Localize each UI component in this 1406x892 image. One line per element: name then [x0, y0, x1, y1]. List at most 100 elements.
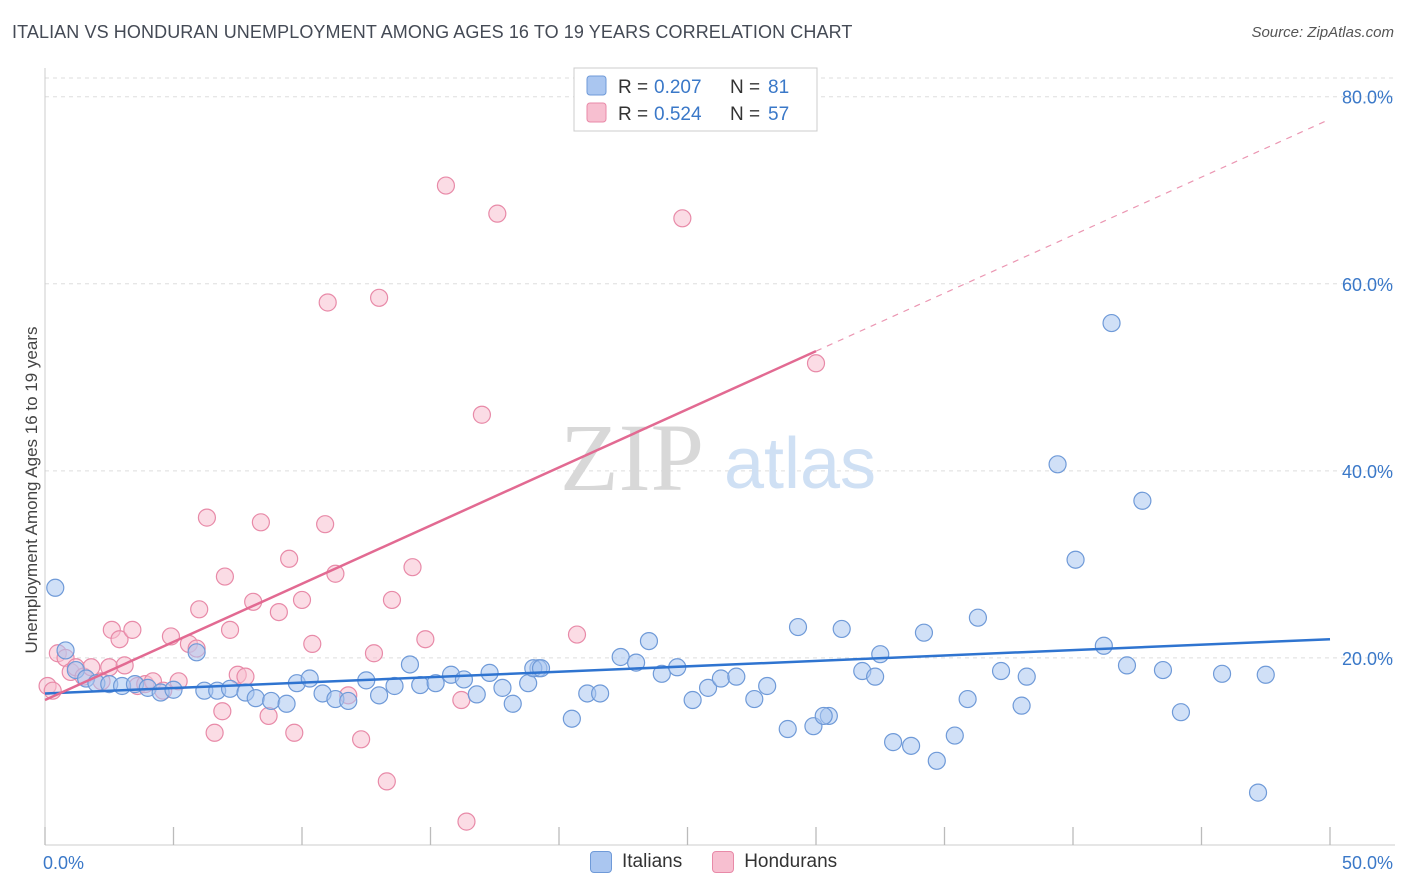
- italian-point: [1117, 656, 1137, 675]
- legend-n-label-2: N =: [730, 104, 765, 125]
- legend-label-hondurans: Hondurans: [744, 851, 838, 872]
- italian-point: [454, 670, 474, 689]
- source-note: Source: ZipAtlas.com: [1251, 24, 1394, 41]
- bottom-legend: Italians Hondurans: [590, 851, 867, 873]
- italian-point: [832, 619, 851, 639]
- italian-point: [1048, 455, 1067, 474]
- honduran-point: [205, 723, 224, 742]
- legend-item-hondurans[interactable]: Hondurans: [712, 851, 837, 873]
- legend-swatch-hondurans-bottom: [712, 851, 735, 873]
- honduran-point: [673, 209, 692, 228]
- chart-title: ITALIAN VS HONDURAN UNEMPLOYMENT AMONG A…: [12, 22, 853, 42]
- honduran-point: [215, 567, 234, 586]
- italian-point: [164, 680, 183, 699]
- x-tick-label-max: 50.0%: [1342, 853, 1393, 873]
- italian-point: [958, 689, 977, 709]
- italian-point: [778, 719, 797, 739]
- italian-point: [1017, 667, 1036, 686]
- italian-point: [591, 684, 610, 703]
- honduran-point: [123, 620, 142, 639]
- honduran-point: [403, 558, 422, 577]
- honduran-point: [457, 812, 476, 831]
- honduran-point: [285, 723, 304, 742]
- honduran-point: [318, 293, 337, 312]
- italian-point: [626, 653, 646, 672]
- italian-point: [1012, 696, 1031, 715]
- italian-point: [727, 667, 746, 686]
- italian-point: [246, 689, 265, 708]
- italian-point: [866, 667, 885, 686]
- legend-n-label-1: N =: [730, 77, 765, 98]
- italian-point: [883, 733, 903, 752]
- honduran-point: [567, 625, 587, 644]
- italian-point: [339, 691, 358, 711]
- honduran-point: [213, 702, 232, 721]
- honduran-point: [806, 354, 826, 373]
- honduran-point: [259, 706, 278, 726]
- honduran-point: [236, 667, 255, 686]
- gridlines: [45, 77, 1395, 659]
- italian-point: [467, 685, 486, 704]
- legend-swatch-italians: [586, 75, 607, 96]
- italian-point: [562, 709, 581, 728]
- italians-points: [46, 313, 1275, 802]
- honduran-point: [364, 644, 384, 663]
- italian-point: [871, 645, 890, 664]
- italian-point: [56, 641, 75, 660]
- italian-point: [1066, 550, 1085, 569]
- honduran-point: [436, 176, 456, 195]
- honduran-point: [352, 730, 371, 749]
- italian-point: [493, 678, 512, 697]
- honduran-point: [370, 288, 389, 307]
- honduran-point: [377, 772, 396, 791]
- honduran-point: [110, 630, 129, 649]
- italian-point: [1248, 783, 1268, 802]
- x-tick-label-min: 0.0%: [43, 853, 84, 873]
- honduran-point: [472, 405, 491, 424]
- honduran-point: [416, 630, 435, 649]
- top-legend-box: [573, 67, 818, 132]
- hondurans-points: [38, 176, 826, 831]
- italian-point: [480, 663, 499, 682]
- honduran-point: [316, 515, 335, 534]
- legend-swatch-italians-bottom: [590, 851, 612, 873]
- italian-point: [531, 659, 551, 678]
- italian-point: [639, 631, 659, 651]
- axes: [44, 68, 1395, 846]
- honduran-point: [303, 634, 322, 653]
- hondurans-trend-extension: [815, 118, 1331, 352]
- italian-point: [1133, 491, 1152, 510]
- italians-trend-line: [44, 637, 1331, 695]
- italian-point: [788, 617, 808, 637]
- italian-point: [262, 691, 281, 711]
- top-legend: R = 0.207 N = 81 R = 0.524 N = 57: [573, 67, 818, 132]
- italian-point: [300, 669, 319, 688]
- legend-r-label-1: R =: [618, 77, 653, 98]
- legend-item-italians[interactable]: Italians: [590, 851, 682, 873]
- legend-swatch-hondurans: [586, 102, 607, 123]
- italian-point: [745, 689, 764, 709]
- hondurans-trend-line: [44, 349, 817, 702]
- honduran-point: [488, 204, 507, 223]
- italian-point: [927, 751, 946, 770]
- italian-point: [46, 578, 65, 597]
- trend-lines: [44, 118, 1331, 702]
- legend-r-label-2: R =: [618, 104, 653, 125]
- legend-r-value-2: 0.524: [654, 104, 702, 125]
- italian-point: [277, 694, 296, 713]
- italian-point: [220, 679, 240, 698]
- italian-point: [1094, 636, 1113, 655]
- honduran-point: [251, 513, 270, 532]
- italian-point: [945, 726, 964, 745]
- y-tick-label: 80.0%: [1342, 88, 1393, 108]
- italian-point: [1153, 660, 1173, 680]
- italian-point: [370, 686, 389, 705]
- italian-point: [901, 736, 921, 755]
- honduran-point: [452, 690, 471, 710]
- italian-point: [426, 674, 445, 693]
- watermark-zip: ZIP: [560, 404, 704, 511]
- italian-point: [1256, 665, 1275, 684]
- legend-n-value-2: 57: [768, 104, 789, 125]
- honduran-point: [197, 508, 217, 527]
